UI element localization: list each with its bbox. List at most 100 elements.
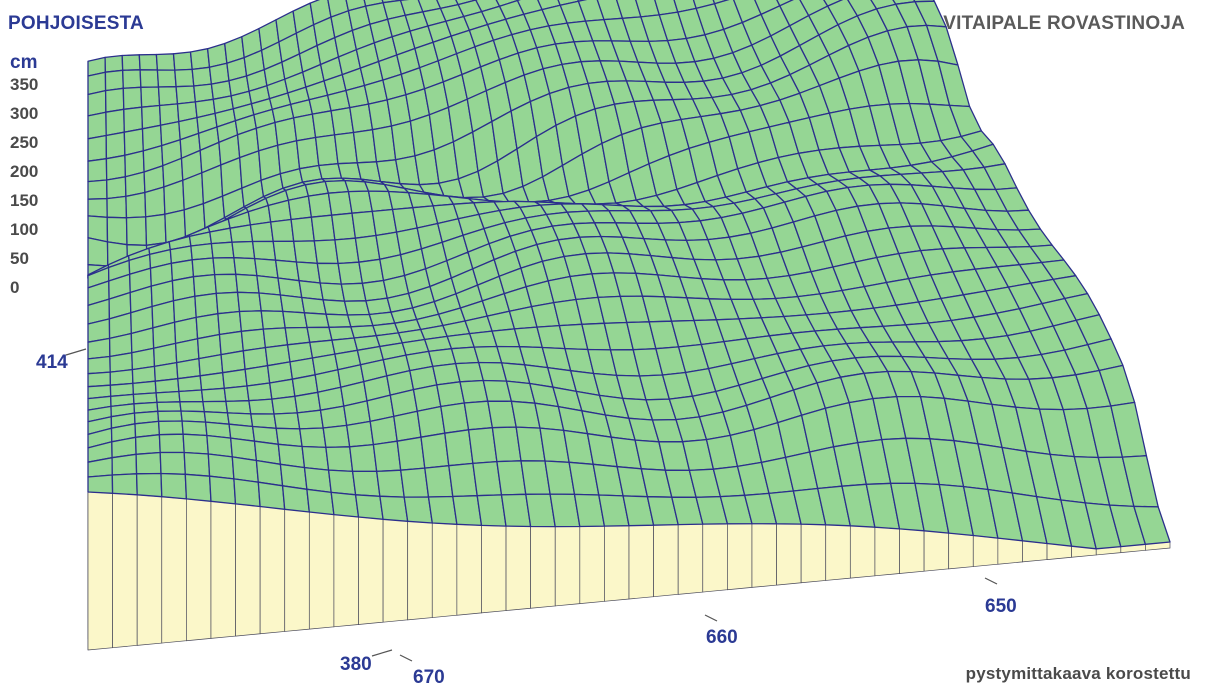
front-wall-segment bbox=[727, 524, 752, 590]
front-wall-segment bbox=[236, 504, 261, 636]
front-wall-segment bbox=[137, 495, 162, 646]
surface-cell bbox=[124, 107, 143, 132]
surface-cell bbox=[295, 392, 321, 413]
front-wall-segment bbox=[309, 512, 334, 629]
z-tick-label: 0 bbox=[10, 278, 19, 297]
surface-cell bbox=[283, 486, 310, 512]
surface-cell bbox=[106, 109, 124, 135]
surface-cell bbox=[194, 275, 217, 297]
front-wall-segment bbox=[949, 533, 974, 569]
surface-cell bbox=[348, 315, 373, 327]
surface-cell bbox=[174, 52, 193, 70]
front-wall-segment bbox=[457, 524, 482, 615]
front-wall-segment bbox=[580, 526, 605, 603]
surface-cell bbox=[123, 70, 141, 89]
x-tick-mark bbox=[985, 578, 997, 584]
surface-cell bbox=[159, 421, 184, 435]
surface-cell bbox=[105, 70, 123, 90]
front-wall-segment bbox=[752, 524, 777, 588]
surface-cell bbox=[257, 276, 281, 295]
y-tick-label: 380 bbox=[340, 654, 372, 675]
front-wall-segment bbox=[801, 524, 826, 583]
surface-cell bbox=[191, 49, 210, 70]
surface-cell bbox=[155, 379, 179, 393]
front-wall-segment bbox=[113, 493, 138, 647]
surface-cell bbox=[299, 281, 323, 300]
surface-cell bbox=[314, 240, 338, 264]
surface-cell bbox=[88, 159, 107, 182]
surface-cell bbox=[88, 199, 107, 218]
surface-cell bbox=[323, 300, 348, 315]
surface-cell bbox=[157, 70, 176, 87]
surface-cell bbox=[238, 292, 262, 311]
surface-cell bbox=[184, 453, 209, 477]
surface-cell bbox=[105, 56, 123, 73]
surface-cell bbox=[356, 495, 384, 520]
surface-cell bbox=[136, 453, 161, 474]
surface-cell bbox=[213, 258, 236, 275]
surface-cell bbox=[161, 474, 186, 499]
front-wall-segment bbox=[162, 497, 187, 643]
surface-cell bbox=[308, 193, 331, 217]
y-tick-label: 414 bbox=[36, 352, 68, 373]
surface-cell bbox=[146, 214, 166, 245]
surface-cell bbox=[226, 401, 251, 414]
surface-cell bbox=[141, 87, 160, 107]
x-tick-label: 660 bbox=[706, 627, 738, 648]
surface-cell bbox=[353, 471, 380, 496]
surface-cell bbox=[273, 241, 296, 262]
surface-cell bbox=[139, 55, 157, 71]
front-wall-segment bbox=[211, 501, 236, 638]
surface-cell bbox=[183, 434, 208, 454]
surface-cell bbox=[88, 112, 106, 139]
front-wall-segment bbox=[88, 492, 113, 650]
surface-cell bbox=[274, 413, 300, 429]
surface-cell bbox=[271, 220, 294, 242]
surface-cell bbox=[261, 311, 285, 329]
surface-cell bbox=[302, 447, 329, 471]
front-wall-segment bbox=[998, 538, 1023, 564]
surface-cell bbox=[157, 402, 181, 412]
surface-cell bbox=[417, 407, 445, 438]
surface-cell bbox=[208, 454, 234, 479]
x-tick-mark bbox=[705, 615, 717, 621]
surface-cell bbox=[122, 55, 140, 71]
front-wall-segment bbox=[506, 526, 531, 610]
z-tick-label: 250 bbox=[10, 133, 38, 152]
surface-cell bbox=[127, 217, 147, 245]
terrain-surface-mesh bbox=[88, 0, 1170, 549]
front-wall-segment bbox=[334, 515, 359, 627]
surface-cell bbox=[88, 136, 106, 162]
front-wall-segment bbox=[285, 509, 310, 631]
surface-cell bbox=[107, 217, 127, 244]
surface-cell bbox=[159, 434, 184, 452]
z-axis-unit: cm bbox=[10, 52, 37, 73]
front-wall-segment bbox=[186, 499, 211, 641]
surface-cell bbox=[110, 370, 133, 386]
surface-cell bbox=[181, 411, 206, 422]
surface-cell bbox=[425, 466, 453, 497]
y-tick-mark bbox=[66, 349, 86, 355]
surface-cell bbox=[176, 86, 195, 104]
surface-cell bbox=[294, 241, 318, 263]
surface-cell bbox=[88, 180, 107, 199]
surface-cell bbox=[288, 196, 311, 219]
surface-cell bbox=[106, 155, 125, 180]
front-wall-segment bbox=[654, 525, 679, 597]
surface-cell bbox=[88, 372, 110, 387]
surface-cell bbox=[224, 386, 249, 401]
surface-cell bbox=[88, 357, 110, 374]
surface-cell bbox=[223, 369, 247, 388]
surface-cell bbox=[180, 402, 204, 412]
front-wall-segment bbox=[924, 531, 949, 571]
front-wall-segment bbox=[1022, 541, 1047, 562]
surface-cell bbox=[311, 215, 335, 241]
front-wall-segment bbox=[678, 524, 703, 594]
surface-cell bbox=[276, 428, 302, 446]
surface-cell bbox=[88, 475, 113, 493]
surface-cell bbox=[283, 311, 307, 328]
surface-cell bbox=[191, 244, 213, 260]
front-wall-segment bbox=[408, 521, 433, 620]
surface-cell bbox=[253, 241, 276, 260]
surface-cell bbox=[326, 314, 351, 327]
